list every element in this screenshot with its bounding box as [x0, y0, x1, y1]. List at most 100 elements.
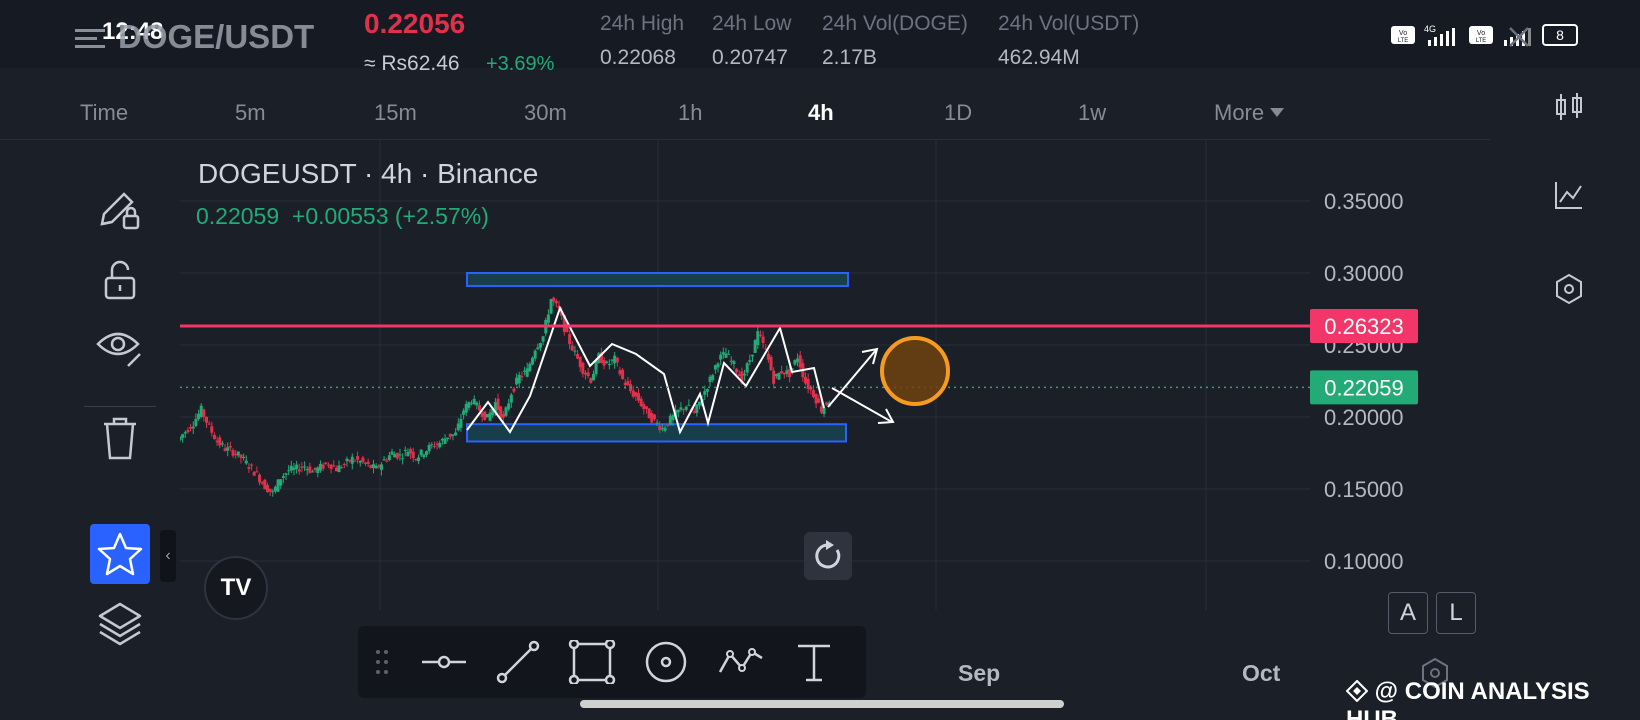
chart-canvas[interactable]: 0.350000.300000.250000.200000.150000.100…: [178, 140, 1490, 688]
candle-body: [538, 343, 542, 348]
circle-icon[interactable]: [642, 640, 690, 684]
candle-body: [464, 403, 468, 413]
log-scale-button[interactable]: L: [1436, 592, 1476, 634]
y-tick-label: 0.10000: [1324, 549, 1404, 574]
candle-body: [454, 432, 458, 436]
timeframe-15m[interactable]: 15m: [374, 100, 417, 125]
candle-body: [247, 467, 251, 469]
candle-body: [798, 355, 802, 368]
candle-body: [695, 404, 699, 413]
candle-body: [483, 411, 487, 420]
candle-body: [756, 331, 760, 345]
candle-body: [528, 363, 532, 372]
trend-line-icon[interactable]: [494, 640, 542, 684]
candle-body: [252, 471, 256, 476]
candle-body: [512, 388, 516, 392]
candle-body: [326, 464, 330, 466]
stat-value: 462.94M: [998, 46, 1080, 69]
settings-hex-icon[interactable]: [1418, 656, 1452, 690]
candle-body: [472, 398, 476, 405]
candles-icon[interactable]: [1552, 90, 1586, 124]
candle-body: [825, 402, 829, 405]
trash-icon[interactable]: [94, 412, 146, 464]
favorite-button[interactable]: [90, 524, 150, 584]
timeframe-more[interactable]: More: [1214, 100, 1285, 126]
candle-body: [340, 467, 344, 469]
candle-body: [764, 348, 768, 350]
quote-last: 0.22059: [196, 203, 280, 229]
stat-24h-vol-usdt: 24h Vol(USDT) 462.94M: [998, 12, 1139, 70]
candle-body: [610, 359, 614, 361]
pencil-lock-icon[interactable]: [94, 184, 146, 236]
candle-body: [467, 401, 471, 408]
candle-body: [777, 372, 781, 380]
reset-chart-button[interactable]: [804, 532, 852, 580]
candle-body: [705, 389, 709, 392]
candle-body: [740, 371, 744, 384]
path-icon[interactable]: [716, 640, 764, 684]
svg-text:Vo: Vo: [1399, 30, 1407, 37]
candle-body: [470, 403, 474, 405]
rectangle-icon[interactable]: [568, 640, 616, 684]
candle-body: [509, 394, 513, 403]
candle-body: [591, 373, 595, 381]
candle-body: [215, 440, 219, 443]
trend-zigzag: [466, 305, 825, 435]
tradingview-logo[interactable]: TV: [204, 556, 268, 620]
pair-title[interactable]: DOGE/USDT: [118, 18, 315, 55]
zone-box: [466, 423, 847, 443]
candle-body: [517, 374, 521, 384]
settings-hex-icon[interactable]: [1552, 272, 1586, 306]
price-chart[interactable]: 0.35000 0.30000 0.25000 0.20000 0.15000 0.100…: [178, 140, 1490, 688]
eye-icon[interactable]: [94, 322, 146, 374]
candle-body: [212, 435, 216, 440]
auto-scale-button[interactable]: A: [1388, 592, 1428, 634]
candle-body: [589, 377, 593, 383]
layers-icon[interactable]: [94, 598, 146, 650]
candle-body: [536, 347, 540, 350]
candle-body: [414, 459, 418, 461]
candle-body: [459, 418, 463, 428]
candle-body: [356, 456, 360, 460]
arrow-up-head: [861, 347, 879, 365]
candle-body: [703, 391, 707, 395]
candle-body: [655, 422, 659, 424]
candle-body: [724, 353, 728, 358]
candle-body: [303, 466, 307, 468]
timeframe-bar: Time 5m 15m 30m 1h 4h 1D 1w More: [0, 72, 1490, 140]
toolbar-divider: [84, 406, 156, 407]
candle-body: [570, 345, 574, 351]
candle-body: [644, 406, 648, 409]
text-icon[interactable]: [790, 640, 838, 684]
candle-body: [374, 465, 378, 469]
price-line-label: 0.22059: [1324, 375, 1404, 400]
stat-value: 2.17B: [822, 46, 877, 69]
timeframe-1d[interactable]: 1D: [944, 100, 973, 125]
drag-handle-icon[interactable]: [370, 640, 394, 684]
candle-body: [406, 451, 410, 457]
candle-body: [817, 398, 821, 403]
candle-body: [713, 365, 717, 370]
timeframe-1h[interactable]: 1h: [678, 100, 703, 125]
close-icon[interactable]: [1504, 22, 1534, 52]
candle-body: [430, 444, 434, 446]
candle-body: [663, 427, 667, 431]
timeframe-time[interactable]: Time: [80, 100, 129, 125]
collapse-toolbar-button[interactable]: ‹: [160, 530, 176, 582]
horizontal-line-icon[interactable]: [420, 640, 468, 684]
timeframe-4h[interactable]: 4h: [808, 100, 834, 125]
candle-body: [411, 451, 415, 459]
timeframe-1w[interactable]: 1w: [1078, 100, 1107, 125]
menu-icon[interactable]: [75, 24, 105, 54]
candle-body: [199, 405, 203, 417]
caret-down-icon: [1270, 108, 1285, 117]
timeframe-5m[interactable]: 5m: [235, 100, 266, 125]
status-icons: Vo LTE 4G Vo LTE 8: [1390, 22, 1578, 48]
indicator-icon[interactable]: [1552, 178, 1586, 212]
timeframe-30m[interactable]: 30m: [524, 100, 567, 125]
candle-body: [379, 464, 383, 470]
candle-body: [732, 361, 736, 365]
unlock-icon[interactable]: [94, 254, 146, 306]
svg-text:Vo: Vo: [1477, 30, 1485, 37]
home-indicator[interactable]: [580, 700, 1064, 708]
